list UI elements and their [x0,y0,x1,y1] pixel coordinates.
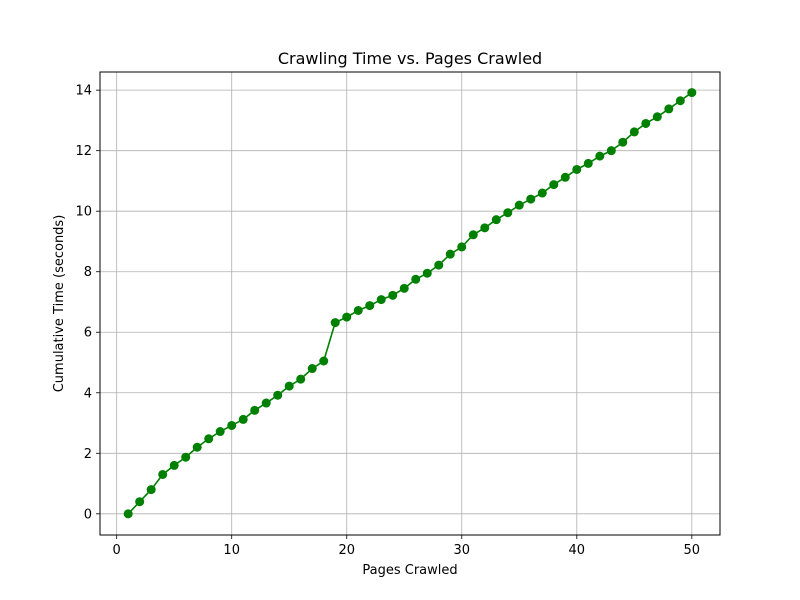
data-point [595,151,605,161]
data-point [652,112,662,122]
data-point [330,318,340,328]
data-point [365,301,375,311]
data-point [307,364,317,374]
data-point [480,223,490,233]
data-point [169,460,179,470]
data-point [434,260,444,270]
data-point [445,249,455,259]
data-point [664,104,674,114]
data-point [353,305,363,315]
data-point [468,230,478,240]
x-tick-label: 40 [569,543,586,558]
data-point [399,283,409,293]
data-point [204,434,214,444]
data-point [629,127,639,137]
grid-lines [100,72,720,535]
data-point [135,497,145,507]
data-point [192,442,202,452]
data-point [273,390,283,400]
chart-title: Crawling Time vs. Pages Crawled [278,49,542,68]
data-point [146,485,156,495]
x-tick-label: 30 [453,543,470,558]
data-point [319,356,329,366]
y-tick-label: 2 [84,447,92,462]
y-tick-label: 6 [84,326,92,341]
data-point [227,420,237,430]
data-point [503,208,513,218]
data-point [491,215,501,225]
y-tick-label: 8 [84,265,92,280]
y-tick-label: 4 [84,386,92,401]
data-point [606,146,616,156]
x-tick-label: 10 [223,543,240,558]
data-point [250,405,260,415]
data-point [549,180,559,190]
y-tick-label: 10 [75,205,92,220]
y-tick-label: 0 [84,507,92,522]
data-point [675,96,685,106]
data-point [158,469,168,479]
data-point [641,118,651,128]
data-point [526,194,536,204]
data-point [411,274,421,284]
data-point [618,137,628,147]
data-point [215,427,225,437]
data-point [422,268,432,278]
x-axis-label: Pages Crawled [362,563,457,578]
y-tick-label: 12 [75,144,92,159]
data-point [342,312,352,322]
data-point [261,398,271,408]
axis-ticks: 0 10 20 30 40 50 0 2 4 6 8 10 12 14 [75,84,700,558]
data-point [457,242,467,252]
data-point [514,200,524,210]
data-point [537,188,547,198]
data-point [296,374,306,384]
data-point [572,164,582,174]
x-tick-label: 20 [338,543,355,558]
data-point [687,88,697,98]
x-tick-label: 0 [113,543,121,558]
y-tick-label: 14 [75,84,92,99]
data-point [123,509,133,519]
data-point [583,158,593,168]
data-point [560,172,570,182]
y-axis-label: Cumulative Time (seconds) [52,215,67,393]
data-point [388,290,398,300]
data-series [123,88,697,519]
data-point [284,381,294,391]
data-point [376,295,386,305]
data-point [238,414,248,424]
data-point [181,452,191,462]
x-tick-label: 50 [684,543,701,558]
plot-area-frame [99,71,721,536]
